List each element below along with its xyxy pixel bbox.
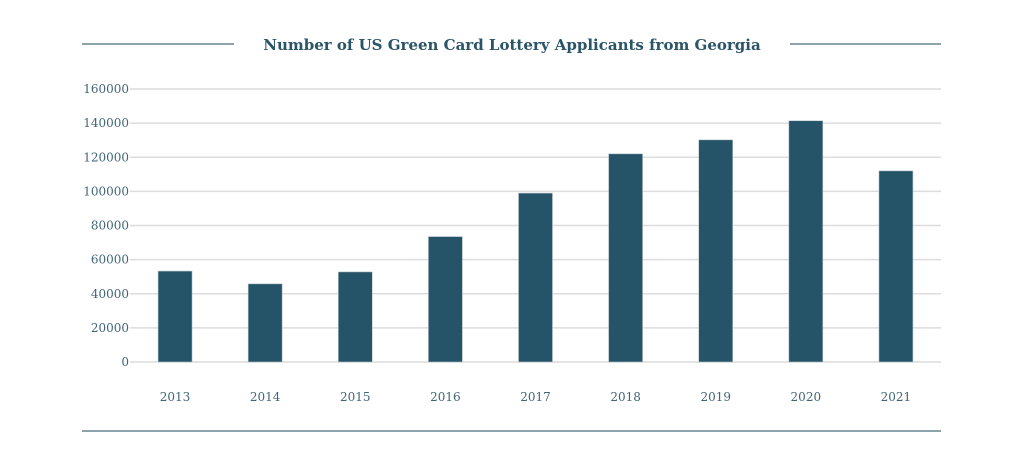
y-tick-label: 80000 bbox=[91, 219, 129, 233]
y-axis-ticks: 0 20000 40000 60000 80000 100000 120000 140000 1… bbox=[83, 82, 129, 369]
y-tick-label: 0 bbox=[121, 355, 129, 369]
bar-2013 bbox=[157, 270, 193, 363]
chart-title: Number of US Green Card Lottery Applican… bbox=[263, 36, 761, 54]
bar-2014 bbox=[247, 283, 283, 363]
x-tick-label: 2013 bbox=[160, 390, 191, 404]
y-tick-label: 40000 bbox=[91, 287, 129, 301]
bar-2020 bbox=[788, 120, 824, 363]
x-tick-label: 2017 bbox=[520, 390, 551, 404]
y-tick-label: 140000 bbox=[83, 116, 129, 130]
y-tick-label: 60000 bbox=[91, 253, 129, 267]
x-tick-label: 2018 bbox=[610, 390, 641, 404]
bar-2021 bbox=[878, 170, 914, 363]
x-tick-label: 2016 bbox=[430, 390, 461, 404]
bars bbox=[157, 120, 914, 363]
x-tick-label: 2014 bbox=[250, 390, 281, 404]
bar-2015 bbox=[337, 271, 373, 363]
bar-2018 bbox=[608, 153, 643, 363]
x-tick-label: 2015 bbox=[340, 390, 371, 404]
x-tick-label: 2020 bbox=[791, 390, 822, 404]
x-tick-label: 2021 bbox=[881, 390, 912, 404]
y-tick-label: 120000 bbox=[83, 150, 129, 164]
x-axis-ticks: 2013 2014 2015 2016 2017 2018 2019 2020 2021 bbox=[160, 390, 911, 404]
y-tick-label: 160000 bbox=[83, 82, 129, 96]
y-tick-label: 20000 bbox=[91, 321, 129, 335]
bar-2016 bbox=[428, 236, 463, 363]
x-tick-label: 2019 bbox=[700, 390, 731, 404]
bar-2017 bbox=[518, 192, 553, 363]
y-tick-label: 100000 bbox=[83, 184, 129, 198]
bar-2019 bbox=[698, 139, 734, 363]
